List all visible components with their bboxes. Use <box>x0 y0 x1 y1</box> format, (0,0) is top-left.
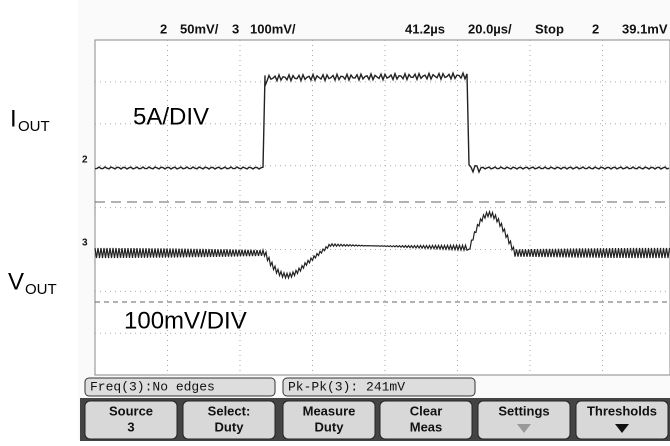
ch3-scale: 100mV/ <box>250 21 296 36</box>
iout-subscript: OUT <box>18 118 50 135</box>
trigger-level: 39.1mV <box>622 21 668 36</box>
ch2-scale: 50mV/ <box>180 21 219 36</box>
iout-scale: 5A/DIV <box>133 103 209 130</box>
scope-screen: 2 50mV/ 3 100mV/ 41.2µs 20.0µs/ Stop 2 3… <box>0 0 670 441</box>
run-state: Stop <box>535 21 564 36</box>
softkey-label[interactable]: Select: <box>208 403 251 418</box>
softkey[interactable]: Thresholds <box>576 401 668 439</box>
softkey-label[interactable]: Measure <box>303 403 356 418</box>
vout-scale: 100mV/DIV <box>124 307 247 334</box>
softkey[interactable]: Settings <box>478 401 570 439</box>
softkey-label[interactable]: Settings <box>498 403 549 418</box>
time-scale: 20.0µs/ <box>468 21 512 36</box>
ch2-marker: 2 <box>82 155 88 166</box>
page: 2 50mV/ 3 100mV/ 41.2µs 20.0µs/ Stop 2 3… <box>0 0 670 441</box>
softkey-label[interactable]: Thresholds <box>587 403 657 418</box>
ch2-label: 2 <box>160 21 167 36</box>
measurement: Freq(3):No edges <box>90 379 215 394</box>
softkey-value[interactable]: Duty <box>215 419 245 434</box>
trigger-source: 2 <box>592 21 599 36</box>
softkey-value[interactable]: Meas <box>410 419 443 434</box>
softkey-value[interactable]: Duty <box>315 419 345 434</box>
ch3-marker: 3 <box>82 238 88 249</box>
ch3-label: 3 <box>232 21 239 36</box>
softkey-value[interactable]: 3 <box>127 419 134 434</box>
iout-label: I <box>10 105 17 132</box>
softkey-label[interactable]: Clear <box>410 403 443 418</box>
measurement: Pk-Pk(3): 241mV <box>288 379 405 394</box>
softkey[interactable]: Select:Duty <box>183 401 275 439</box>
vout-subscript: OUT <box>25 281 57 298</box>
trigger-time: 41.2µs <box>405 21 445 36</box>
vout-label: V <box>8 268 24 295</box>
softkey-label[interactable]: Source <box>109 403 153 418</box>
